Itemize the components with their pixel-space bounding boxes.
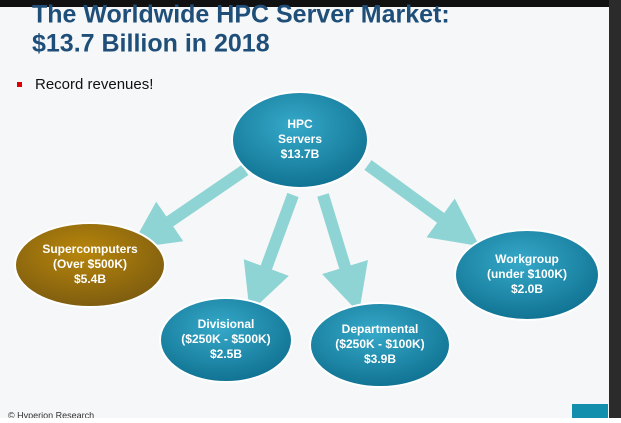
node-label: (Over $500K) <box>53 257 127 271</box>
title-line: The Worldwide HPC Server Market: <box>32 1 450 29</box>
footer: © Hyperion Research <box>8 410 94 418</box>
node-shape <box>309 302 451 388</box>
node-label: (under $100K) <box>487 267 567 281</box>
node-label: $3.9B <box>364 352 396 366</box>
node-shape <box>14 222 166 308</box>
node-shape <box>231 91 369 189</box>
node-label: $13.7B <box>281 147 320 161</box>
node-label: Divisional <box>198 317 255 331</box>
node-shape <box>159 297 293 383</box>
node-label: Workgroup <box>495 252 559 266</box>
node-label: Departmental <box>342 322 419 336</box>
node-shape <box>454 229 600 321</box>
title-line: $13.7 Billion in 2018 <box>32 30 270 58</box>
node-label: Supercomputers <box>42 242 138 256</box>
node-label: $2.5B <box>210 347 242 361</box>
bullet-marker <box>17 82 22 87</box>
arrows <box>130 160 480 313</box>
node-label: ($250K - $100K) <box>335 337 424 351</box>
node-label: $2.0B <box>511 282 543 296</box>
logo-box <box>572 404 608 418</box>
bullet: Record revenues! <box>35 76 153 93</box>
node-label: $5.4B <box>74 272 106 286</box>
top-bar <box>0 0 621 7</box>
node-label: ($250K - $500K) <box>181 332 270 346</box>
side-bar <box>609 0 621 418</box>
node-label: HPC <box>287 117 313 131</box>
node-label: Servers <box>278 132 322 146</box>
